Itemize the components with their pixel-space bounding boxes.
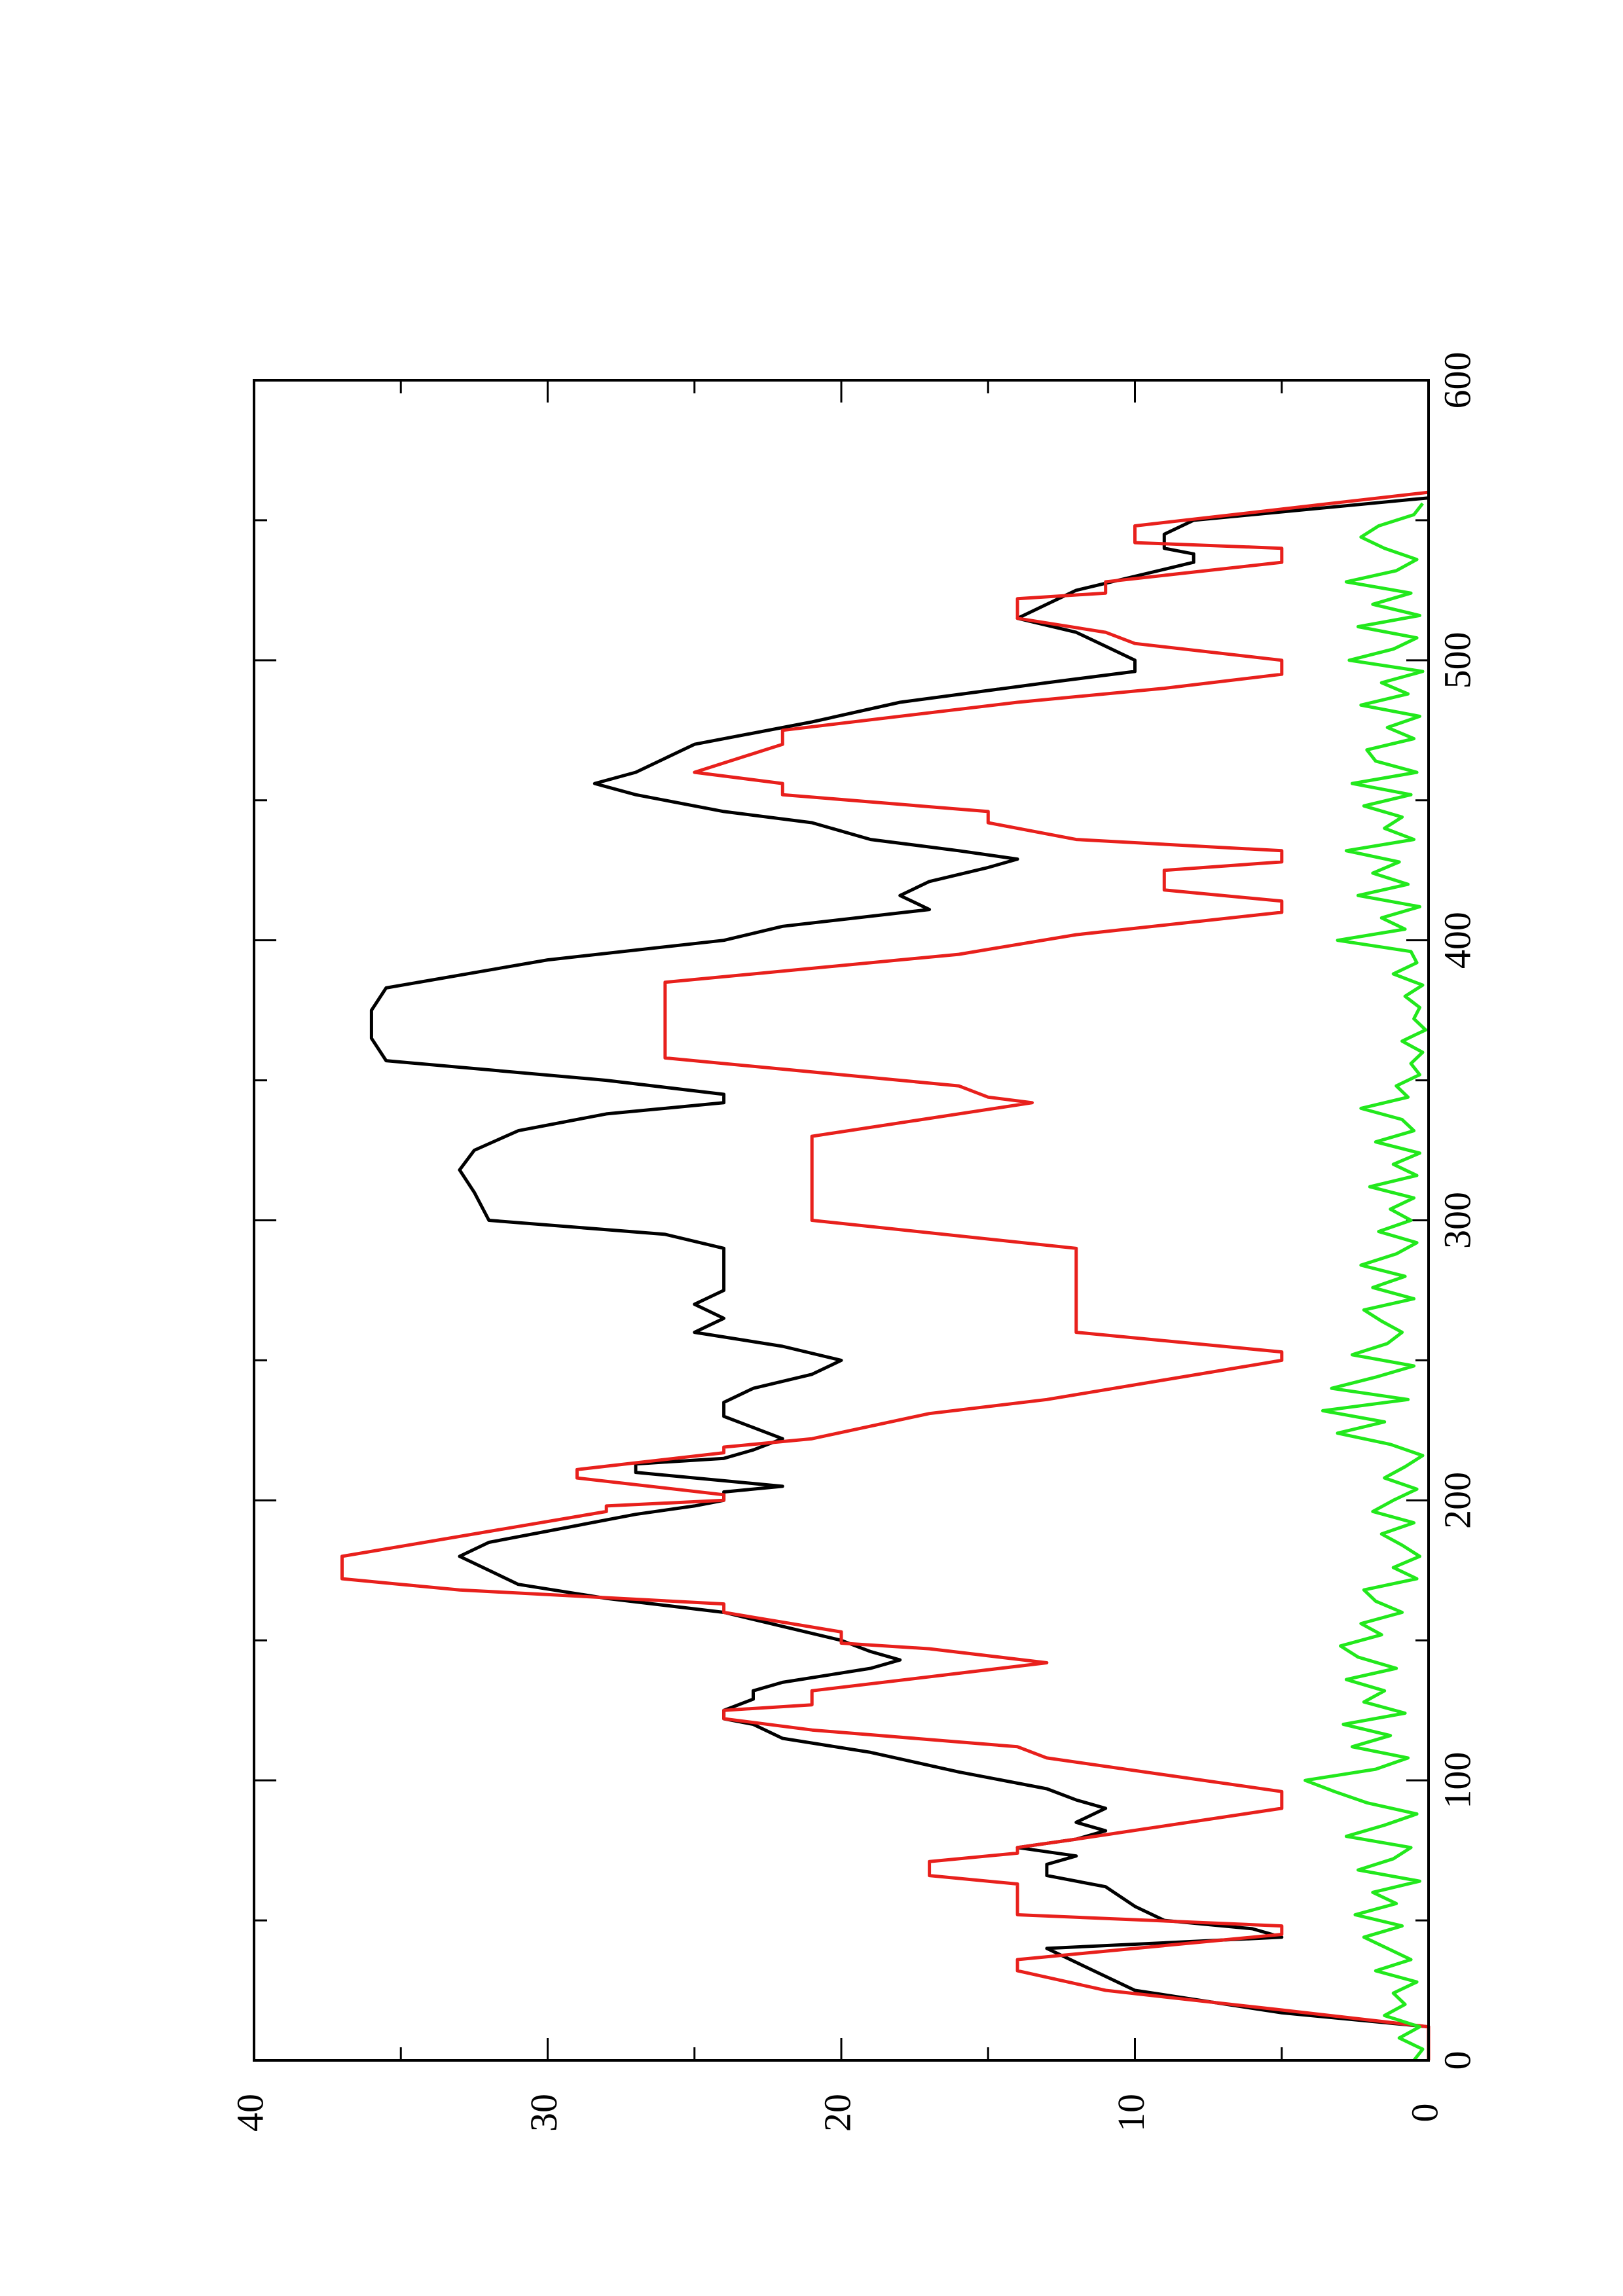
x-tick-label: 200 bbox=[1436, 1472, 1478, 1529]
y-tick-label: 10 bbox=[1110, 2094, 1152, 2132]
x-tick-label: 500 bbox=[1436, 632, 1478, 689]
x-tick-label: 600 bbox=[1436, 352, 1478, 409]
series-line bbox=[340, 490, 1431, 2060]
x-tick-label: 100 bbox=[1436, 1752, 1478, 1809]
y-tick-label: 30 bbox=[522, 2094, 565, 2132]
x-tick-label: 0 bbox=[1436, 2051, 1478, 2070]
y-tick-label: 0 bbox=[1403, 2104, 1446, 2123]
series-line bbox=[369, 496, 1431, 2060]
y-tick-label: 20 bbox=[816, 2094, 858, 2132]
series-line bbox=[1304, 502, 1427, 2062]
x-tick-label: 300 bbox=[1436, 1192, 1478, 1249]
y-tick-label: 40 bbox=[228, 2094, 271, 2132]
x-tick-label: 400 bbox=[1436, 912, 1478, 969]
plot-frame bbox=[253, 379, 1430, 2062]
